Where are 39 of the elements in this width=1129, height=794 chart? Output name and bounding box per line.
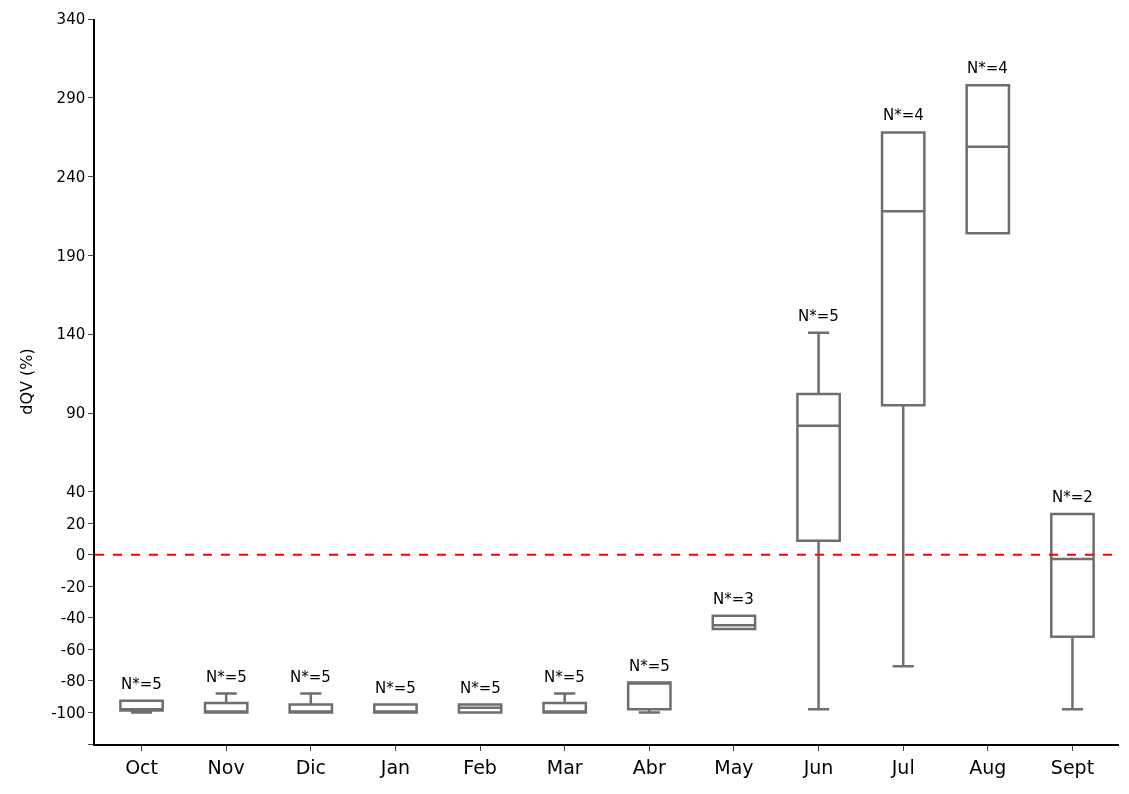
annotation: N*=5 [290, 668, 331, 686]
y-tick-label: 240 [56, 167, 86, 186]
annotation: N*=5 [206, 668, 247, 686]
x-tick-label: Nov [207, 755, 245, 778]
x-tick-label: Aug [969, 755, 1007, 778]
y-tick-label: -100 [51, 703, 86, 722]
y-tick-label: 90 [66, 404, 86, 423]
x-tick-label: Abr [632, 755, 666, 778]
annotation: N*=5 [544, 668, 585, 686]
y-axis-title: dQV (%) [16, 348, 36, 415]
annotation: N*=4 [967, 59, 1008, 77]
x-tick-label: Sept [1050, 755, 1095, 778]
annotation: N*=5 [798, 307, 839, 325]
x-tick-label: Jun [802, 755, 834, 778]
x-tick-label: Mar [546, 755, 583, 778]
y-tick-label: -80 [60, 672, 86, 691]
y-tick-label: -20 [60, 577, 86, 596]
y-tick-label: 40 [66, 483, 86, 502]
x-tick-label: Feb [463, 755, 497, 778]
x-tick-label: May [714, 755, 754, 778]
y-tick-label: -40 [60, 609, 86, 628]
y-tick-label: -60 [60, 640, 86, 659]
y-tick-label: 20 [66, 514, 86, 533]
annotation: N*=5 [121, 675, 162, 693]
annotation: N*=5 [375, 679, 416, 697]
annotation: N*=2 [1052, 488, 1093, 506]
y-tick-label: 140 [56, 325, 86, 344]
x-tick-label: Jan [379, 755, 411, 778]
y-tick-label: 190 [56, 246, 86, 265]
x-tick-label: Oct [125, 755, 158, 778]
y-tick-label: 290 [56, 89, 86, 108]
annotation: N*=5 [629, 657, 670, 675]
x-tick-label: Dic [295, 755, 326, 778]
x-tick-label: Jul [890, 755, 915, 778]
y-tick-label: 0 [75, 546, 86, 565]
annotation: N*=4 [883, 106, 924, 124]
annotation: N*=3 [713, 590, 754, 608]
annotation: N*=5 [460, 679, 501, 697]
y-tick-label: 340 [56, 10, 86, 29]
